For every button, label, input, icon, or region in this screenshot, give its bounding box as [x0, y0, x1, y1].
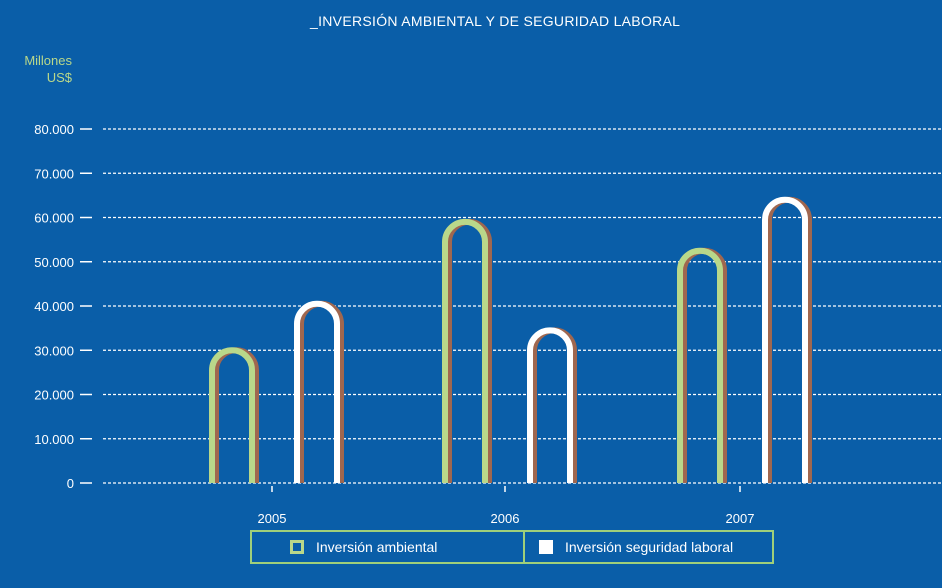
y-tick-label-8: 80.000 [34, 122, 74, 137]
x-tick-label-0: 2005 [258, 511, 287, 526]
bar-0-0 [209, 347, 255, 483]
bar-1-1 [527, 327, 573, 483]
y-tick-label-0: 0 [67, 476, 74, 491]
y-tick-label-3: 30.000 [34, 343, 74, 358]
y-tick-label-2: 20.000 [34, 388, 74, 403]
legend-label-ambiental: Inversión ambiental [316, 539, 438, 555]
bar-0-2 [677, 247, 723, 483]
y-tick-label-7: 70.000 [34, 166, 74, 181]
y-tick-label-5: 50.000 [34, 255, 74, 270]
x-tick-label-2: 2007 [726, 511, 755, 526]
legend: Inversión ambiental Inversión seguridad … [250, 530, 774, 564]
x-tick-label-1: 2006 [491, 511, 520, 526]
legend-swatch-seguridad [539, 540, 553, 554]
y-tick-label-4: 40.000 [34, 299, 74, 314]
bar-0-1 [442, 219, 488, 483]
y-axis-unit-line-2: US$ [46, 70, 72, 85]
bar-1-2 [762, 196, 808, 483]
legend-swatch-ambiental [290, 540, 304, 554]
y-tick-label-6: 60.000 [34, 211, 74, 226]
chart-title: _INVERSIÓN AMBIENTAL Y DE SEGURIDAD LABO… [310, 13, 681, 29]
bar-1-0 [294, 300, 340, 483]
y-axis-unit: Millones US$ [24, 52, 72, 86]
legend-label-seguridad: Inversión seguridad laboral [565, 539, 734, 555]
y-tick-label-1: 10.000 [34, 432, 74, 447]
legend-item-ambiental: Inversión ambiental [252, 532, 523, 562]
legend-item-seguridad: Inversión seguridad laboral [523, 532, 772, 562]
y-axis-unit-line-1: Millones [24, 53, 72, 68]
